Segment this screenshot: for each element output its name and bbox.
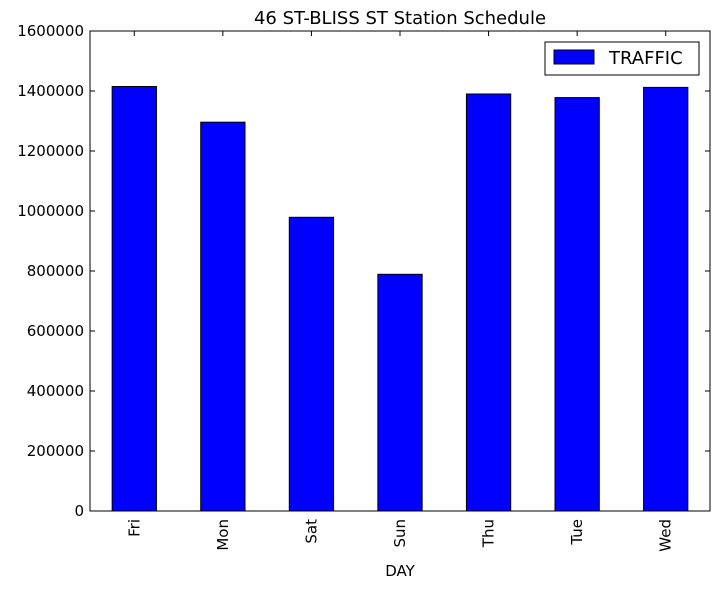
x-tick-label: Wed	[657, 519, 675, 552]
x-tick-label: Thu	[480, 519, 498, 548]
x-axis-label: DAY	[385, 562, 415, 580]
y-tick-label: 1400000	[17, 82, 84, 100]
bar-sun	[377, 273, 423, 512]
bar-tue	[554, 97, 600, 512]
y-tick-label: 600000	[27, 322, 84, 340]
bar-thu	[465, 93, 512, 512]
legend-swatch	[553, 49, 595, 65]
x-tick-label: Mon	[214, 519, 232, 551]
y-tick-label: 0	[74, 502, 84, 520]
legend-label: TRAFFIC	[608, 48, 683, 69]
bar-wed	[643, 86, 689, 512]
x-tick-label: Fri	[125, 519, 143, 537]
y-tick-label: 1000000	[17, 202, 84, 220]
x-tick-label: Sun	[391, 519, 409, 548]
x-tick-label: Sat	[302, 519, 320, 544]
y-tick-label: 200000	[27, 442, 84, 460]
bar-fri	[111, 86, 157, 512]
legend: TRAFFIC	[544, 41, 700, 76]
y-tick-label: 800000	[27, 262, 84, 280]
plot-frame	[89, 30, 711, 512]
y-axis: 0 200000 400000 600000 800000 1000000 1200000 1…	[17, 22, 710, 520]
y-tick-label: 1600000	[17, 22, 84, 40]
bar-sat	[288, 216, 335, 512]
y-tick-label: 1200000	[17, 142, 84, 160]
bar-mon	[200, 121, 246, 512]
x-axis: Fri Mon Sat Sun Thu Tue Wed	[125, 31, 675, 552]
x-tick-label: Tue	[568, 519, 586, 546]
y-tick-label: 400000	[27, 382, 84, 400]
chart-title: 46 ST-BLISS ST Station Schedule	[254, 8, 546, 29]
